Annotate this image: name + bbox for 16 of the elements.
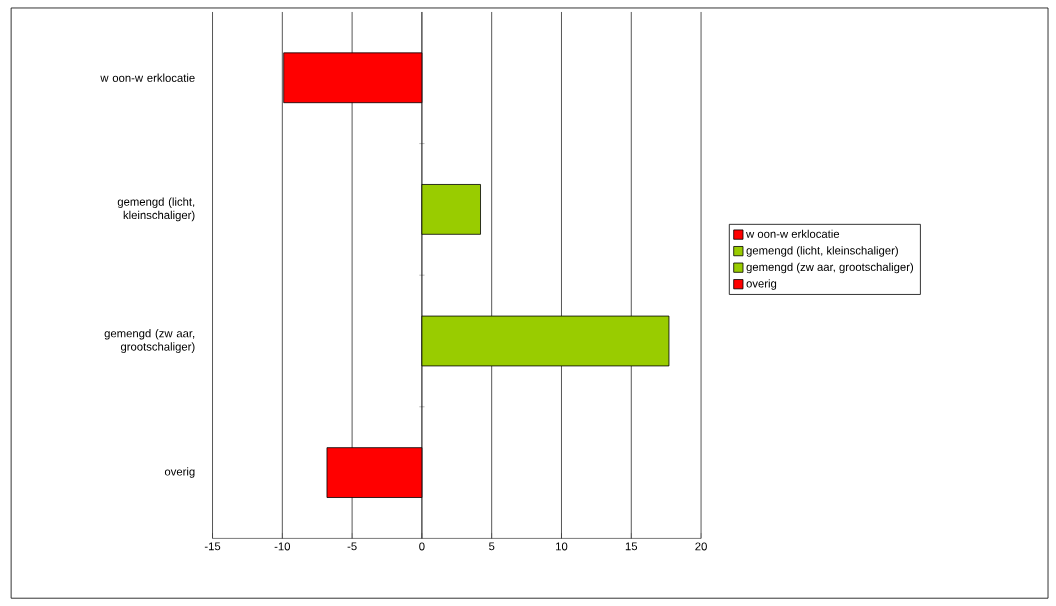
legend-label: gemengd (zw aar, grootschaliger) <box>746 262 914 274</box>
legend-label: gemengd (licht, kleinschaliger) <box>746 246 898 257</box>
x-tick-label: 5 <box>489 542 495 551</box>
x-tick-label: 10 <box>556 542 568 551</box>
y-tick-label: gemengd (zw aar, grootschaliger) <box>104 328 195 353</box>
legend-label: w oon-w erklocatie <box>746 229 840 238</box>
y-tick-label: w oon-w erklocatie <box>100 73 195 82</box>
x-tick-label: -5 <box>347 542 357 551</box>
x-tick-label: -10 <box>274 542 291 551</box>
y-tick-label: gemengd (licht, kleinschaliger) <box>117 197 195 222</box>
x-tick-label: -15 <box>204 542 221 551</box>
x-tick-label: 0 <box>419 542 425 551</box>
x-tick-label: 15 <box>625 542 638 551</box>
y-tick-label: overig <box>164 467 195 478</box>
x-tick-label: 20 <box>695 542 707 551</box>
legend-label: overig <box>746 279 777 290</box>
